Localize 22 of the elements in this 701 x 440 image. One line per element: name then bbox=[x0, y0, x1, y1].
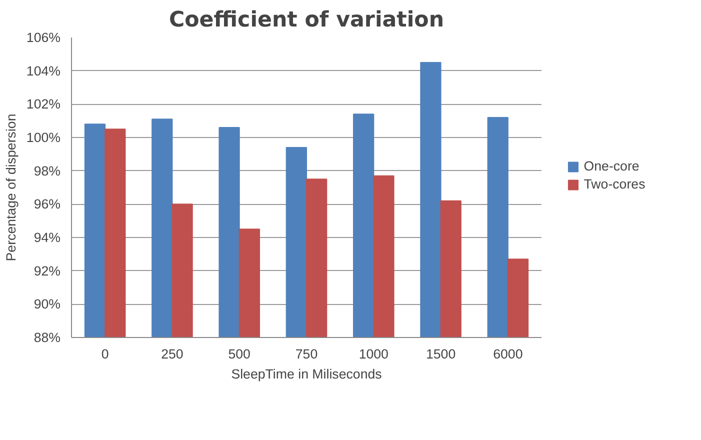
y-tick-label: 100% bbox=[26, 130, 61, 145]
x-tick-label: 750 bbox=[295, 346, 318, 362]
x-tick-label: 1000 bbox=[358, 346, 388, 362]
x-tick-label: 250 bbox=[161, 346, 184, 362]
y-axis-title: Percentage of dispersion bbox=[3, 114, 18, 262]
y-tick-label: 94% bbox=[34, 230, 61, 245]
y-tick-label: 92% bbox=[34, 263, 61, 278]
x-tick-label: 6000 bbox=[493, 346, 523, 362]
x-axis-title: SleepTime in Miliseconds bbox=[231, 366, 382, 382]
legend-label: Two-cores bbox=[584, 176, 646, 192]
y-tick-label: 96% bbox=[34, 196, 61, 212]
y-tick-label: 90% bbox=[34, 296, 61, 312]
x-tick-label: 500 bbox=[228, 346, 250, 362]
y-tick-label: 98% bbox=[34, 163, 61, 178]
y-tick-label: 104% bbox=[26, 63, 61, 78]
y-tick-label: 106% bbox=[26, 30, 61, 45]
x-tick-label: 1500 bbox=[426, 346, 456, 362]
y-tick-label: 88% bbox=[34, 330, 61, 345]
legend-label: One-core bbox=[584, 158, 640, 174]
x-tick-label: 0 bbox=[101, 346, 109, 362]
chart-title: Coefficient of variation bbox=[169, 8, 444, 32]
y-tick-label: 102% bbox=[26, 96, 61, 112]
